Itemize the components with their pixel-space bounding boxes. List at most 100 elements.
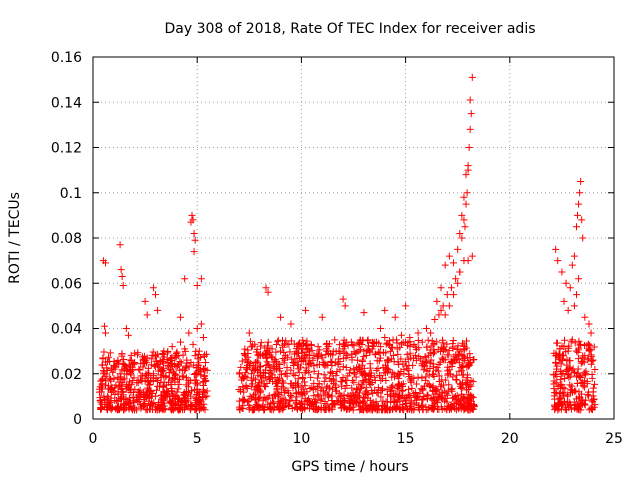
data-point	[278, 382, 286, 390]
data-point	[433, 363, 441, 371]
data-point	[438, 336, 446, 344]
data-point	[98, 404, 106, 412]
data-point	[347, 396, 355, 404]
data-point	[447, 357, 455, 365]
data-point	[467, 359, 475, 367]
data-point	[555, 405, 563, 413]
data-point	[313, 374, 321, 382]
data-point	[99, 370, 107, 378]
data-point	[117, 266, 125, 274]
data-point	[442, 389, 450, 397]
data-point	[147, 361, 155, 369]
data-point	[402, 302, 410, 310]
data-point	[365, 372, 373, 380]
data-point	[103, 364, 111, 372]
data-point	[270, 398, 278, 406]
data-point	[550, 380, 558, 388]
data-point	[343, 352, 351, 360]
data-point	[583, 380, 591, 388]
data-point	[377, 386, 385, 394]
data-point	[342, 363, 350, 371]
data-point	[310, 392, 318, 400]
data-point	[203, 366, 211, 374]
data-point	[156, 357, 164, 365]
data-point	[352, 349, 360, 357]
data-point	[106, 374, 114, 382]
data-point	[129, 377, 137, 385]
data-point	[117, 394, 125, 402]
data-point	[289, 358, 297, 366]
data-point	[257, 387, 265, 395]
data-point	[165, 369, 173, 377]
data-point	[389, 343, 397, 351]
data-point	[348, 376, 356, 384]
data-point	[439, 302, 447, 310]
data-point	[565, 342, 573, 350]
data-point	[111, 364, 119, 372]
data-point	[456, 229, 464, 237]
data-point	[188, 387, 196, 395]
data-point	[383, 357, 391, 365]
data-point	[143, 311, 151, 319]
data-point	[381, 306, 389, 314]
data-point	[114, 397, 122, 405]
data-point	[458, 234, 466, 242]
data-point	[246, 392, 254, 400]
data-point	[298, 382, 306, 390]
data-point	[200, 400, 208, 408]
data-point	[268, 345, 276, 353]
data-point	[440, 343, 448, 351]
data-point	[289, 370, 297, 378]
data-point	[340, 404, 348, 412]
data-point	[434, 393, 442, 401]
data-point	[397, 331, 405, 339]
data-point	[292, 396, 300, 404]
data-point	[271, 356, 279, 364]
data-point	[195, 347, 203, 355]
data-point	[572, 347, 580, 355]
data-point	[589, 356, 597, 364]
data-point	[149, 284, 157, 292]
data-point	[193, 325, 201, 332]
data-point	[194, 364, 202, 372]
data-point	[292, 379, 300, 387]
data-point	[571, 368, 579, 376]
data-point	[160, 389, 168, 397]
data-point	[350, 378, 358, 386]
data-point	[552, 358, 560, 366]
data-point	[375, 357, 383, 365]
y-axis-ticks: 0 0.02 0.04 0.06 0.08 0.1 0.12 0.14 0.16	[51, 50, 614, 428]
data-point	[589, 384, 597, 392]
data-point	[139, 390, 147, 398]
data-point	[451, 392, 459, 400]
data-point	[341, 302, 349, 310]
data-point	[425, 371, 433, 379]
data-point	[302, 364, 310, 372]
data-point	[339, 295, 347, 303]
data-point	[411, 351, 419, 359]
data-point	[157, 371, 165, 379]
data-point	[185, 388, 193, 396]
data-point	[458, 390, 466, 398]
data-point	[450, 400, 458, 408]
data-point	[408, 406, 416, 414]
data-point	[430, 340, 438, 348]
data-point	[372, 366, 380, 374]
data-point	[100, 348, 108, 356]
data-point	[366, 364, 374, 372]
data-point	[154, 377, 162, 385]
data-point	[588, 357, 596, 365]
data-point	[248, 343, 256, 351]
data-point	[306, 397, 314, 405]
data-point	[291, 403, 299, 411]
data-point	[202, 358, 210, 366]
y-tick-label: 0.02	[51, 367, 82, 383]
data-point	[430, 373, 438, 381]
data-point	[460, 406, 468, 414]
data-point	[453, 346, 461, 354]
data-point	[321, 406, 329, 414]
data-point	[377, 343, 385, 351]
data-point	[131, 385, 139, 393]
data-point	[135, 365, 143, 373]
data-point	[402, 338, 410, 346]
